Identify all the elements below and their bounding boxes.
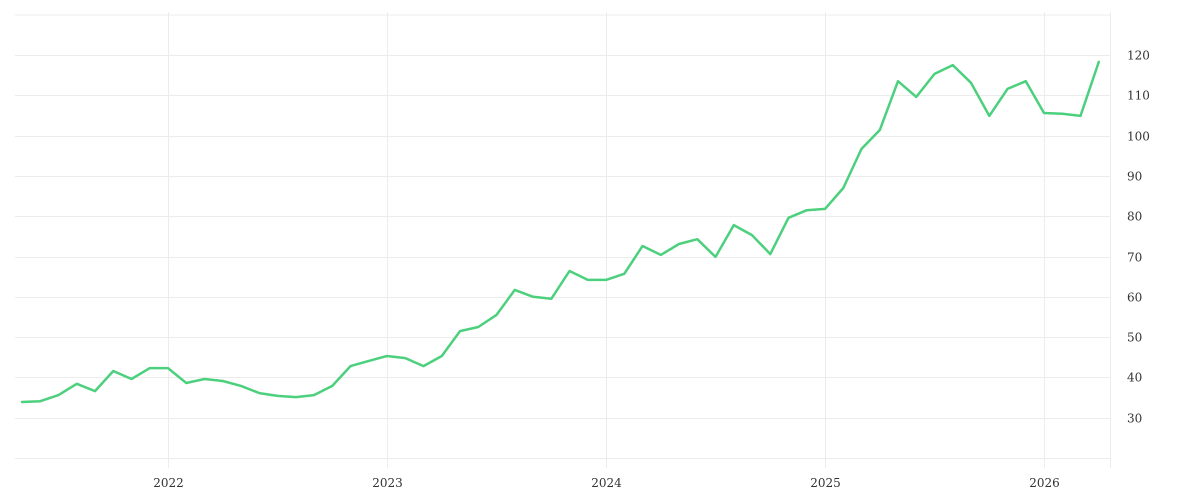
y-tick-label: 30 — [1127, 412, 1142, 426]
y-tick-label: 50 — [1127, 331, 1142, 345]
y-tick-label: 100 — [1127, 130, 1150, 144]
y-tick-label: 80 — [1127, 210, 1142, 224]
vertical-gridlines — [168, 12, 1111, 468]
y-tick-label: 110 — [1127, 89, 1150, 103]
y-axis-labels: 30 40 50 60 70 80 90 100 110 120 — [1127, 49, 1150, 426]
x-tick-label: 2026 — [1029, 476, 1060, 490]
x-axis-labels: 2022 2023 2024 2025 2026 — [153, 476, 1060, 490]
x-tick-label: 2024 — [591, 476, 622, 490]
y-tick-label: 70 — [1127, 251, 1142, 265]
x-tick-label: 2022 — [153, 476, 184, 490]
x-tick-label: 2025 — [810, 476, 841, 490]
x-tick-label: 2023 — [372, 476, 403, 490]
y-tick-label: 90 — [1127, 170, 1142, 184]
y-tick-label: 120 — [1127, 49, 1150, 63]
y-tick-label: 60 — [1127, 291, 1142, 305]
horizontal-gridlines — [15, 14, 1110, 459]
y-tick-label: 40 — [1127, 371, 1142, 385]
series-line — [20, 60, 1101, 404]
